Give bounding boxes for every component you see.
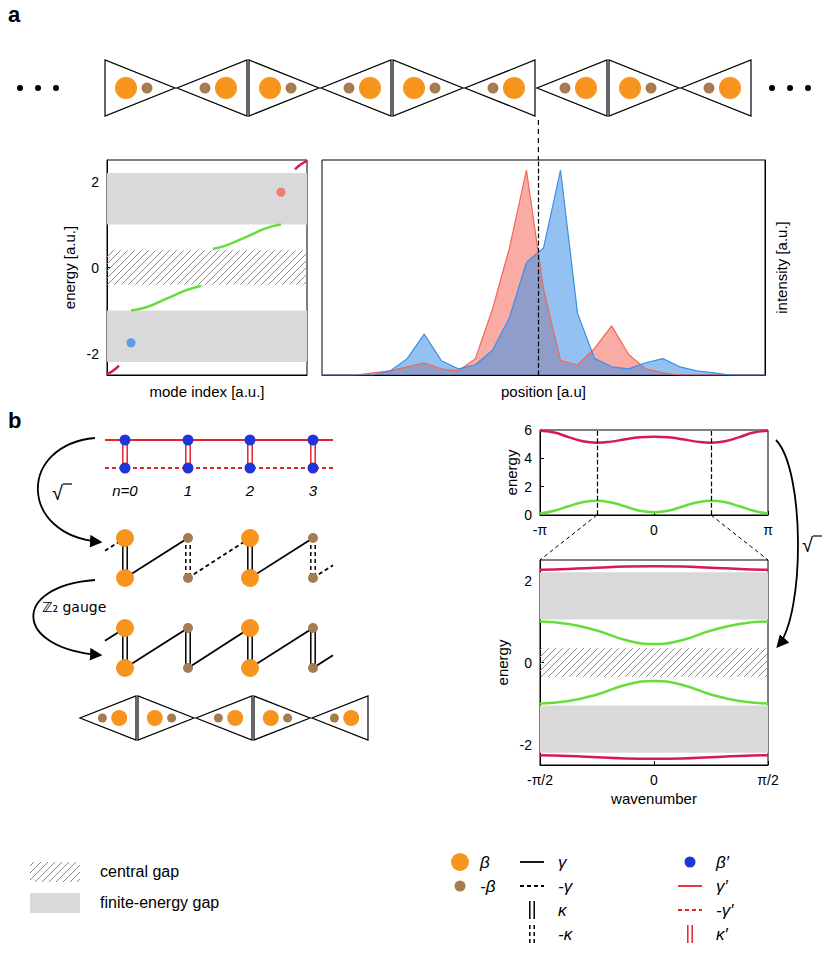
- svg-text:ℤ₂ gauge: ℤ₂ gauge: [42, 599, 106, 615]
- svg-text:2: 2: [91, 174, 99, 190]
- svg-text:central gap: central gap: [100, 863, 179, 880]
- svg-text:π/2: π/2: [757, 772, 779, 788]
- svg-text:√: √: [52, 482, 63, 504]
- svg-text:0: 0: [91, 260, 99, 276]
- svg-text:mode index [a.u.]: mode index [a.u.]: [149, 383, 264, 400]
- svg-text:energy [a.u.]: energy [a.u.]: [61, 226, 78, 309]
- svg-text:0: 0: [650, 772, 658, 788]
- svg-text:4: 4: [524, 450, 532, 466]
- svg-text:2: 2: [524, 479, 532, 495]
- svg-text:-π: -π: [533, 522, 548, 538]
- svg-text:b: b: [8, 408, 21, 433]
- svg-text:energy: energy: [503, 449, 520, 495]
- svg-text:position [a.u]: position [a.u]: [501, 383, 586, 400]
- svg-text:√: √: [802, 534, 813, 556]
- svg-text:-2: -2: [87, 346, 100, 362]
- svg-text:n=0: n=0: [112, 482, 138, 499]
- svg-text:-κ: -κ: [558, 925, 574, 944]
- svg-text:1: 1: [184, 482, 192, 499]
- svg-text:finite-energy gap: finite-energy gap: [100, 894, 219, 911]
- svg-text:a: a: [8, 2, 21, 27]
- svg-text:0: 0: [524, 655, 532, 671]
- svg-text:-γ: -γ: [558, 877, 574, 896]
- svg-text:2: 2: [245, 482, 255, 499]
- svg-text:-γ′: -γ′: [716, 901, 734, 920]
- svg-text:γ′: γ′: [716, 877, 729, 896]
- svg-text:γ: γ: [558, 853, 568, 872]
- svg-text:-β: -β: [480, 877, 496, 896]
- svg-text:κ: κ: [558, 901, 568, 920]
- svg-text:0: 0: [650, 522, 658, 538]
- svg-text:π: π: [763, 522, 773, 538]
- svg-text:κ′: κ′: [716, 925, 729, 944]
- svg-text:β: β: [479, 853, 490, 872]
- svg-text:2: 2: [524, 573, 532, 589]
- svg-text:energy: energy: [494, 639, 511, 685]
- svg-text:intensity [a.u.]: intensity [a.u.]: [773, 221, 790, 314]
- svg-text:-2: -2: [520, 737, 533, 753]
- svg-text:3: 3: [309, 482, 318, 499]
- svg-text:β′: β′: [715, 853, 730, 872]
- svg-text:-π/2: -π/2: [527, 772, 553, 788]
- svg-text:wavenumber: wavenumber: [610, 790, 697, 807]
- svg-text:6: 6: [524, 422, 532, 438]
- svg-text:0: 0: [524, 507, 532, 523]
